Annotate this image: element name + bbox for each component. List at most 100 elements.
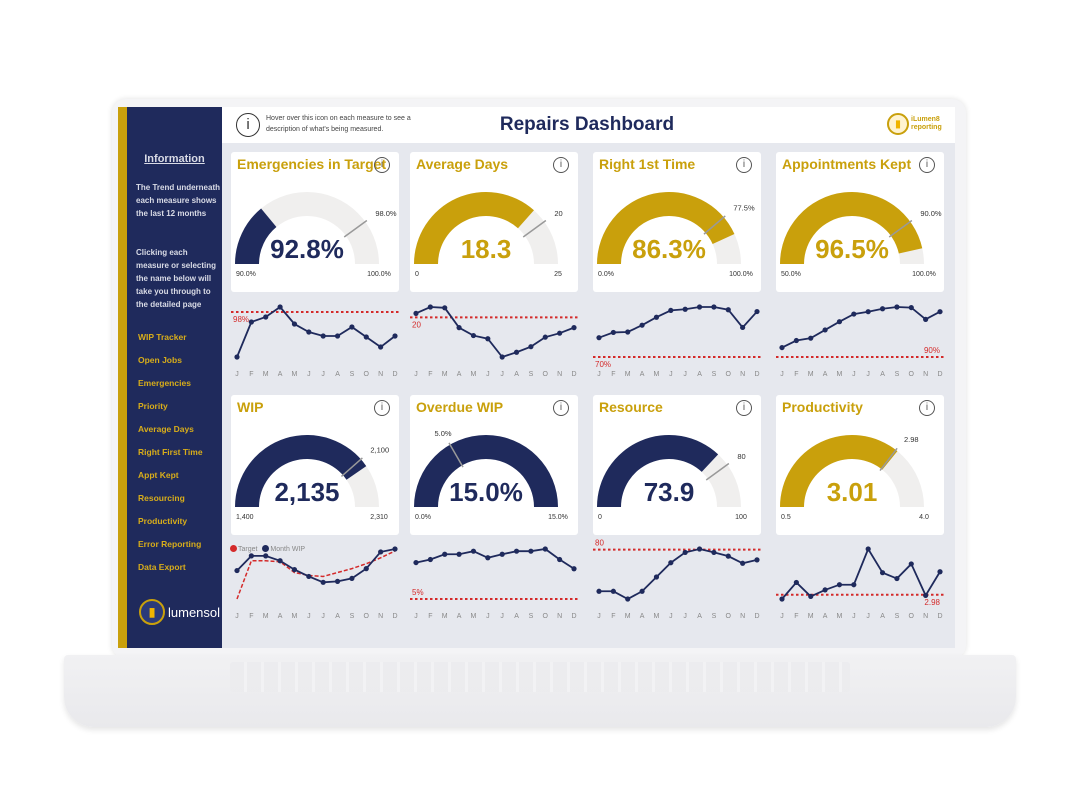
trend-point[interactable] [291, 566, 298, 573]
trend-point[interactable] [610, 588, 616, 594]
trend-point[interactable] [571, 325, 577, 331]
trend-point[interactable] [349, 324, 355, 330]
sidebar-link-resourcing[interactable]: Resourcing [138, 493, 185, 503]
trend-point[interactable] [808, 593, 814, 600]
sidebar-link-appt-kept[interactable]: Appt Kept [138, 470, 179, 480]
trend-point[interactable] [392, 333, 398, 339]
trend-point[interactable] [557, 556, 563, 563]
trend-point[interactable] [557, 330, 563, 336]
trend-point[interactable] [879, 570, 886, 576]
trend-point[interactable] [596, 588, 602, 594]
measure-card-appointments-kept[interactable]: 96.5% 50.0% 100.0% 90.0% Appointments Kept i [776, 152, 944, 292]
trend-point[interactable] [378, 344, 384, 350]
trend-point[interactable] [836, 319, 843, 325]
trend-point[interactable] [513, 349, 520, 355]
trend-point[interactable] [456, 325, 462, 331]
info-icon[interactable]: i [236, 113, 260, 137]
trend-point[interactable] [625, 596, 631, 602]
info-icon[interactable]: i [553, 400, 569, 416]
trend-point[interactable] [937, 309, 943, 315]
trend-point[interactable] [571, 566, 577, 572]
measure-title[interactable]: Right 1st Time [599, 156, 696, 172]
trend-point[interactable] [334, 578, 341, 584]
trend-point[interactable] [696, 304, 703, 310]
trend-point[interactable] [779, 596, 785, 602]
trend-point[interactable] [793, 337, 799, 344]
trend-point[interactable] [320, 579, 326, 585]
trend-point[interactable] [908, 561, 914, 567]
measure-card-wip[interactable]: 2,135 1,400 2,310 2,100 WIP i [231, 395, 399, 535]
trend-point[interactable] [248, 319, 254, 325]
trend-point[interactable] [263, 553, 269, 559]
measure-title[interactable]: Productivity [782, 399, 863, 415]
trend-point[interactable] [485, 555, 491, 561]
trend-point[interactable] [248, 553, 254, 559]
info-icon[interactable]: i [374, 400, 390, 416]
trend-point[interactable] [725, 553, 731, 559]
trend-point[interactable] [413, 559, 419, 566]
trend-point[interactable] [470, 332, 477, 339]
measure-title[interactable]: Resource [599, 399, 663, 415]
sidebar-link-wip-tracker[interactable]: WIP Tracker [138, 332, 187, 342]
info-icon[interactable]: i [553, 157, 569, 173]
trend-point[interactable] [696, 546, 703, 552]
measure-card-overdue-wip[interactable]: 15.0% 0.0% 15.0% 5.0% Overdue WIP i [410, 395, 578, 535]
measure-title[interactable]: Average Days [416, 156, 509, 172]
trend-point[interactable] [427, 556, 433, 563]
measure-card-productivity[interactable]: 3.01 0.5 4.0 2.98 Productivity i [776, 395, 944, 535]
trend-point[interactable] [779, 344, 785, 351]
measure-title[interactable]: Overdue WIP [416, 399, 504, 415]
trend-point[interactable] [625, 329, 631, 335]
sidebar-link-right-first-time[interactable]: Right First Time [138, 447, 203, 457]
trend-point[interactable] [528, 548, 534, 554]
info-icon[interactable]: i [919, 157, 935, 173]
trend-point[interactable] [427, 304, 433, 310]
trend-point[interactable] [668, 307, 674, 314]
trend-point[interactable] [894, 304, 900, 310]
info-icon[interactable]: i [736, 157, 752, 173]
trend-point[interactable] [306, 573, 312, 580]
info-icon[interactable]: i [919, 400, 935, 416]
trend-point[interactable] [851, 311, 857, 317]
trend-point[interactable] [513, 548, 520, 554]
trend-point[interactable] [363, 334, 369, 340]
trend-point[interactable] [542, 334, 548, 340]
trend-point[interactable] [682, 549, 688, 556]
trend-point[interactable] [908, 304, 914, 311]
info-icon[interactable]: i [374, 157, 390, 173]
measure-card-emergencies-in-target[interactable]: 92.8% 90.0% 100.0% 98.0% Emergencies in Targ… [231, 152, 399, 292]
trend-point[interactable] [349, 575, 355, 582]
trend-point[interactable] [668, 560, 674, 566]
trend-point[interactable] [653, 574, 660, 580]
trend-point[interactable] [639, 322, 645, 328]
trend-point[interactable] [754, 557, 760, 563]
measure-title[interactable]: Appointments Kept [782, 156, 912, 172]
info-icon[interactable]: i [736, 400, 752, 416]
trend-point[interactable] [682, 306, 688, 312]
trend-point[interactable] [793, 579, 799, 586]
sidebar-link-open-jobs[interactable]: Open Jobs [138, 355, 182, 365]
trend-point[interactable] [923, 592, 929, 599]
trend-point[interactable] [822, 327, 828, 333]
trend-point[interactable] [542, 546, 548, 552]
trend-point[interactable] [413, 310, 419, 316]
trend-point[interactable] [234, 354, 240, 360]
trend-point[interactable] [334, 333, 341, 339]
trend-point[interactable] [836, 582, 843, 588]
sidebar-link-error-reporting[interactable]: Error Reporting [138, 539, 202, 549]
trend-point[interactable] [363, 566, 369, 572]
trend-point[interactable] [234, 567, 240, 574]
trend-point[interactable] [740, 560, 746, 566]
trend-point[interactable] [596, 335, 602, 341]
trend-point[interactable] [822, 587, 828, 593]
trend-point[interactable] [711, 549, 717, 556]
trend-point[interactable] [306, 329, 312, 335]
sidebar-link-data-export[interactable]: Data Export [138, 562, 186, 572]
trend-point[interactable] [711, 304, 717, 310]
trend-point[interactable] [320, 333, 326, 339]
trend-point[interactable] [499, 354, 505, 360]
trend-point[interactable] [456, 551, 462, 557]
trend-point[interactable] [653, 314, 660, 320]
trend-point[interactable] [528, 344, 534, 350]
sidebar-link-average-days[interactable]: Average Days [138, 424, 194, 434]
